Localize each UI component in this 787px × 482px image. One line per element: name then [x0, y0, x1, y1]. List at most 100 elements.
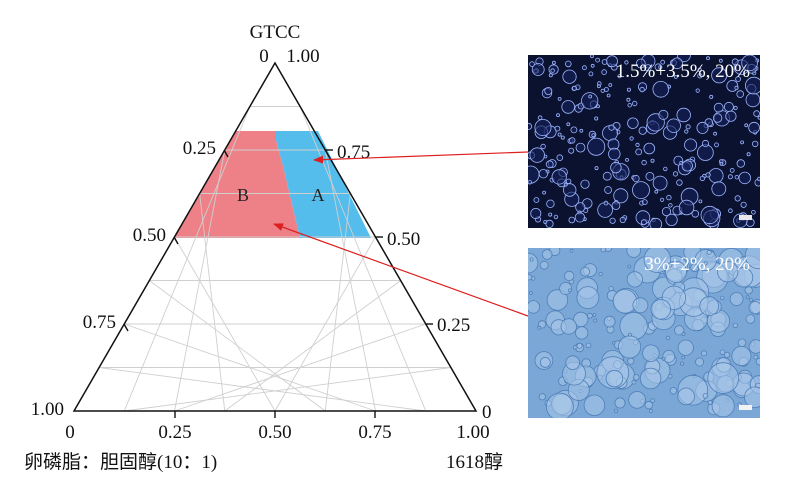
- arrow-to-region-b: [273, 223, 529, 317]
- droplet: [719, 162, 724, 166]
- droplet: [662, 350, 676, 363]
- droplet: [560, 135, 565, 140]
- droplet: [708, 168, 724, 184]
- droplet: [564, 270, 575, 282]
- droplet: [707, 400, 713, 406]
- droplet: [563, 182, 568, 187]
- droplet: [539, 260, 549, 270]
- droplet: [608, 285, 614, 292]
- droplet: [714, 142, 719, 148]
- droplet: [576, 286, 600, 309]
- droplet: [629, 136, 634, 141]
- left-tick-0.50: 0.50: [133, 225, 166, 246]
- droplet: [723, 101, 734, 112]
- droplet: [631, 379, 637, 385]
- droplet: [711, 394, 735, 418]
- droplet: [734, 85, 739, 91]
- droplet: [626, 97, 631, 102]
- droplet: [575, 202, 586, 213]
- droplet: [533, 197, 540, 203]
- droplet: [575, 326, 589, 340]
- micrograph-light: 3%+2%, 20%: [528, 248, 760, 418]
- droplet: [627, 357, 635, 365]
- droplet: [713, 102, 724, 113]
- droplet: [601, 59, 608, 65]
- droplet: [709, 94, 714, 99]
- droplet: [748, 301, 760, 315]
- droplet: [694, 248, 717, 272]
- droplet: [575, 142, 586, 153]
- droplet: [672, 171, 679, 177]
- droplet: [531, 63, 545, 76]
- droplet: [702, 393, 709, 399]
- droplet: [557, 97, 562, 101]
- bottom-tick-0.50: 0.50: [258, 422, 291, 443]
- droplet: [546, 392, 574, 418]
- droplet: [641, 219, 647, 226]
- droplet: [546, 289, 569, 311]
- droplet: [667, 262, 673, 268]
- droplet: [699, 296, 720, 316]
- droplet: [541, 249, 553, 260]
- droplet: [557, 132, 562, 137]
- droplet: [587, 312, 593, 319]
- droplet: [529, 147, 545, 163]
- droplet: [644, 64, 652, 72]
- droplet: [566, 122, 571, 127]
- droplet: [744, 286, 753, 295]
- bottom-tick-0: 0: [65, 422, 75, 443]
- droplet: [734, 195, 741, 202]
- droplet: [624, 60, 629, 65]
- droplet: [528, 252, 539, 274]
- grid-line: [149, 280, 326, 412]
- droplet: [701, 139, 710, 148]
- arrow-to-region-a: [313, 151, 529, 164]
- droplet: [564, 60, 572, 68]
- droplet: [542, 190, 547, 195]
- droplet: [643, 142, 656, 155]
- droplet: [608, 147, 621, 161]
- region-b-label: B: [237, 185, 249, 205]
- droplet: [718, 58, 723, 63]
- droplet: [684, 138, 698, 152]
- left-tick-0.75: 0.75: [83, 312, 116, 333]
- droplet: [707, 362, 740, 394]
- droplet: [587, 137, 606, 156]
- droplet: [583, 394, 606, 417]
- droplet: [658, 65, 663, 70]
- droplet: [732, 322, 739, 329]
- droplet: [691, 210, 700, 218]
- droplet: [550, 68, 555, 73]
- droplet: [744, 248, 760, 269]
- droplet: [604, 248, 613, 252]
- component-1618-alcohol: 1618醇: [446, 451, 503, 473]
- droplet: [733, 105, 738, 111]
- droplet: [681, 355, 686, 360]
- droplet: [666, 194, 672, 201]
- droplet: [695, 357, 705, 367]
- bottom-tick-0.25: 0.25: [158, 422, 191, 443]
- droplet: [745, 314, 756, 324]
- droplet: [735, 76, 742, 83]
- droplet: [681, 160, 693, 172]
- droplet: [666, 118, 681, 133]
- right-tick-0: 0: [482, 402, 492, 423]
- droplet: [567, 288, 572, 293]
- droplet: [548, 212, 553, 217]
- droplet: [731, 58, 739, 66]
- droplet: [749, 298, 753, 302]
- droplet: [705, 172, 711, 178]
- scale-bar: [739, 215, 752, 220]
- droplet: [545, 160, 554, 169]
- droplet: [608, 83, 613, 87]
- droplet: [667, 373, 673, 379]
- droplet: [574, 212, 586, 223]
- droplet: [652, 175, 668, 191]
- droplet: [565, 355, 580, 370]
- grid-line: [324, 193, 351, 412]
- droplet: [751, 210, 756, 215]
- droplet: [729, 168, 735, 173]
- droplet: [678, 199, 695, 216]
- droplet: [685, 124, 691, 130]
- right-tick-0.25: 0.25: [437, 315, 470, 336]
